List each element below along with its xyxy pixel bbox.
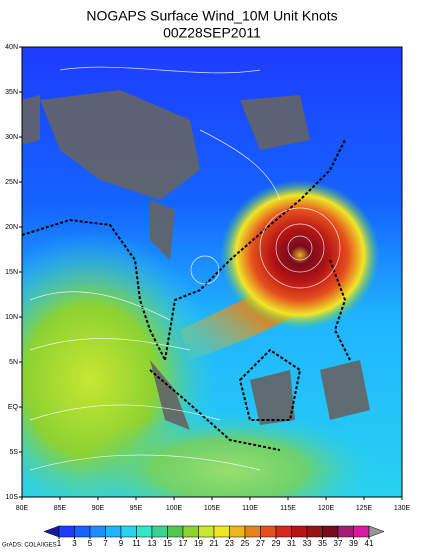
colorbar-label: 5: [88, 539, 93, 548]
lat-label: 10N: [5, 314, 18, 321]
colorbar-label: 37: [334, 539, 343, 548]
colorbar-label: 27: [256, 539, 265, 548]
lon-label: 100E: [166, 505, 183, 512]
colorbar-swatch: [275, 525, 292, 538]
colorbar-label: 9: [119, 539, 124, 548]
lon-label: 90E: [92, 505, 105, 512]
colorbar-label: 13: [148, 539, 157, 548]
colorbar-swatch: [105, 525, 122, 538]
colorbar-swatch: [213, 525, 230, 538]
colorbar-end: [43, 525, 60, 538]
colorbar-swatch: [120, 525, 137, 538]
colorbar-swatch: [337, 525, 354, 538]
lat-label: 30N: [5, 134, 18, 141]
colorbar-swatch: [136, 525, 153, 538]
colorbar-swatch: [291, 525, 308, 538]
colorbar-end: [368, 525, 385, 538]
colorbar-label: 21: [210, 539, 219, 548]
lat-label: 35N: [5, 89, 18, 96]
lat-label: 15N: [5, 269, 18, 276]
colorbar-label: 17: [179, 539, 188, 548]
lon-label: 85E: [54, 505, 67, 512]
colorbar-label: 19: [194, 539, 203, 548]
lat-label: EQ: [8, 404, 19, 411]
colorbar-label: 39: [349, 539, 358, 548]
map-title: NOGAPS Surface Wind_10M Unit Knots: [86, 8, 337, 24]
colorbar-label: 3: [72, 539, 77, 548]
colorbar-swatch: [244, 525, 261, 538]
colorbar-swatch: [229, 525, 246, 538]
colorbar-swatch: [198, 525, 215, 538]
colorbar-label: 11: [132, 539, 141, 548]
lon-label: 105E: [204, 505, 221, 512]
lat-label: 10S: [6, 494, 19, 501]
lon-label: 110E: [242, 505, 258, 512]
colorbar-swatch: [151, 525, 168, 538]
colorbar-swatch: [89, 525, 106, 538]
lon-label: 120E: [318, 505, 335, 512]
colorbar-label: 23: [225, 539, 234, 548]
lat-label: 5N: [9, 359, 18, 366]
lon-label: 95E: [130, 505, 143, 512]
lat-label: 20N: [5, 224, 18, 231]
colorbar-swatch: [74, 525, 91, 538]
lon-label: 125E: [356, 505, 373, 512]
colorbar-swatch: [306, 525, 323, 538]
lon-label: 80E: [16, 505, 29, 512]
lat-label: 40N: [5, 44, 18, 51]
colorbar-swatch: [353, 525, 370, 538]
map-subtitle: 00Z28SEP2011: [163, 25, 261, 41]
colorbar-label: 25: [241, 539, 250, 548]
colorbar-label: 35: [318, 539, 327, 548]
lat-label: 5S: [9, 449, 18, 456]
colorbar-label: 33: [303, 539, 312, 548]
lon-label: 115E: [280, 505, 296, 512]
colorbar-swatch: [322, 525, 339, 538]
lat-label: 25N: [5, 179, 18, 186]
colorbar-label: 41: [365, 539, 374, 548]
colorbar-label: 7: [103, 539, 108, 548]
colorbar-swatch: [58, 525, 75, 538]
colorbar-label: 1: [57, 539, 62, 548]
colorbar-swatch: [260, 525, 277, 538]
lon-label: 130E: [394, 505, 411, 512]
credit: GrADS: COLA/IGES: [2, 543, 57, 549]
wind-field: [22, 47, 402, 497]
colorbar-label: 31: [287, 539, 296, 548]
colorbar-label: 15: [163, 539, 172, 548]
colorbar-swatch: [182, 525, 199, 538]
colorbar-swatch: [167, 525, 184, 538]
colorbar-label: 29: [272, 539, 281, 548]
